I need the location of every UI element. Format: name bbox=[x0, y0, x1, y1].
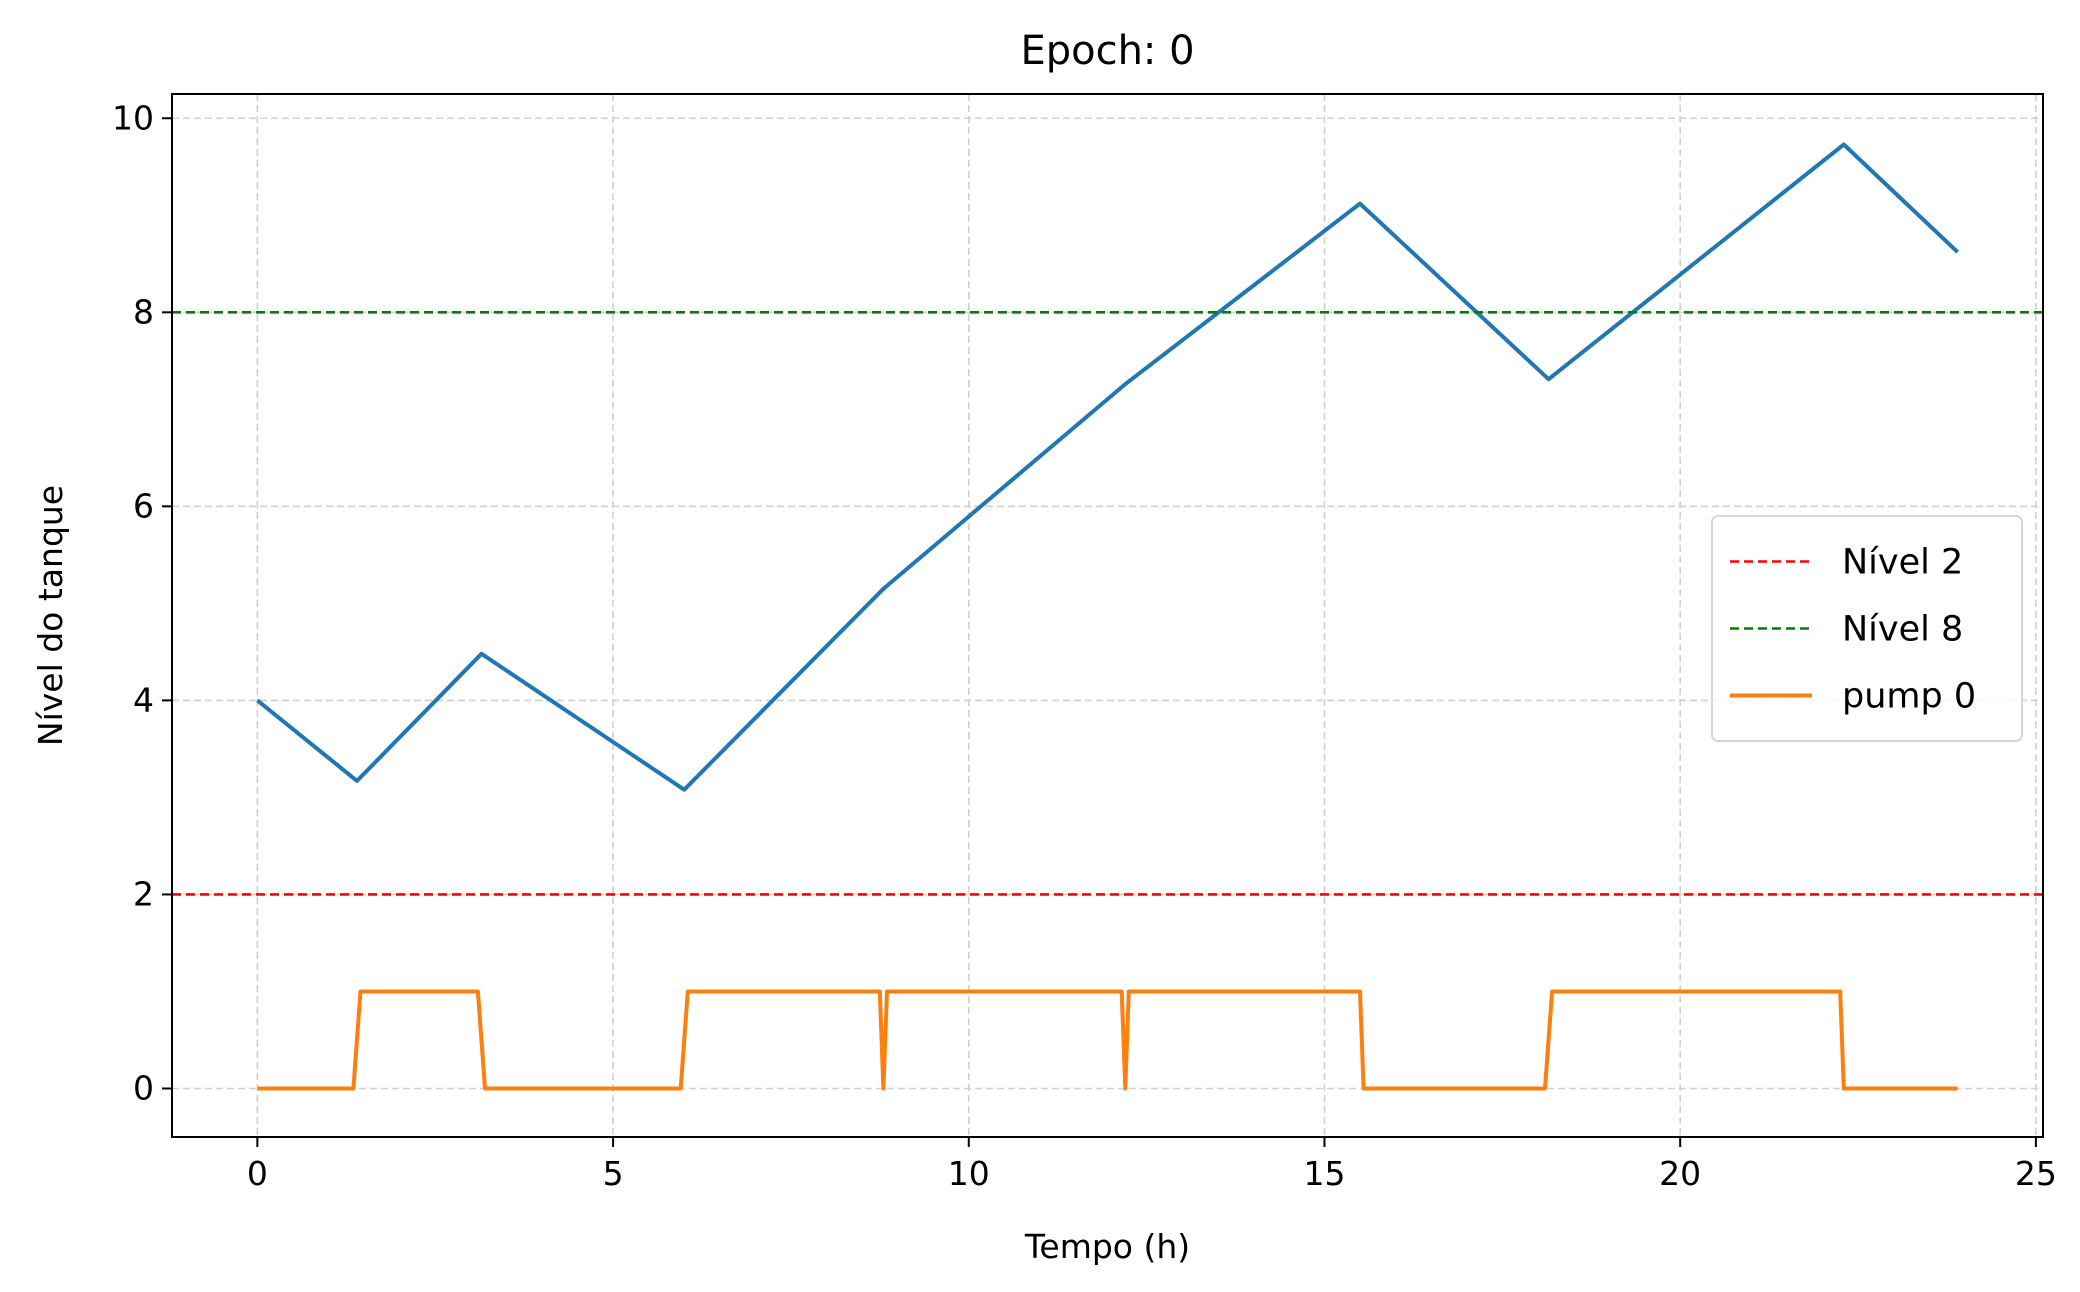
y-tick-label: 4 bbox=[133, 680, 154, 719]
x-tick-label: 10 bbox=[948, 1154, 990, 1193]
legend-label: Nível 2 bbox=[1842, 543, 1963, 583]
legend-label: pump 0 bbox=[1842, 677, 1976, 717]
plot-area bbox=[172, 142, 2043, 1091]
axis-ticks: 0 5 10 15 20 25 0 2 4 6 8 10 bbox=[112, 98, 2057, 1193]
x-tick-label: 0 bbox=[247, 1154, 268, 1193]
chart-title: Epoch: 0 bbox=[1020, 28, 1194, 74]
y-tick-label: 2 bbox=[133, 874, 154, 913]
y-tick-label: 6 bbox=[133, 486, 154, 525]
x-tick-label: 25 bbox=[2015, 1154, 2057, 1193]
series-tank-level-line bbox=[256, 142, 1959, 792]
y-tick-label: 10 bbox=[112, 98, 154, 137]
legend-box bbox=[1711, 515, 2023, 742]
y-tick-label: 8 bbox=[133, 292, 154, 331]
x-tick-label: 15 bbox=[1303, 1154, 1345, 1193]
x-axis-label: Tempo (h) bbox=[1024, 1227, 1190, 1266]
y-axis-label: Nível do tanque bbox=[31, 485, 70, 746]
legend: Nível 2 Nível 8 pump 0 bbox=[1711, 515, 2023, 742]
series-pump-0-line bbox=[257, 989, 1958, 1091]
x-tick-label: 20 bbox=[1659, 1154, 1701, 1193]
axes-frame bbox=[171, 93, 2044, 1138]
y-tick-label: 0 bbox=[133, 1068, 154, 1107]
x-tick-label: 5 bbox=[603, 1154, 624, 1193]
legend-label: Nível 8 bbox=[1842, 610, 1963, 650]
